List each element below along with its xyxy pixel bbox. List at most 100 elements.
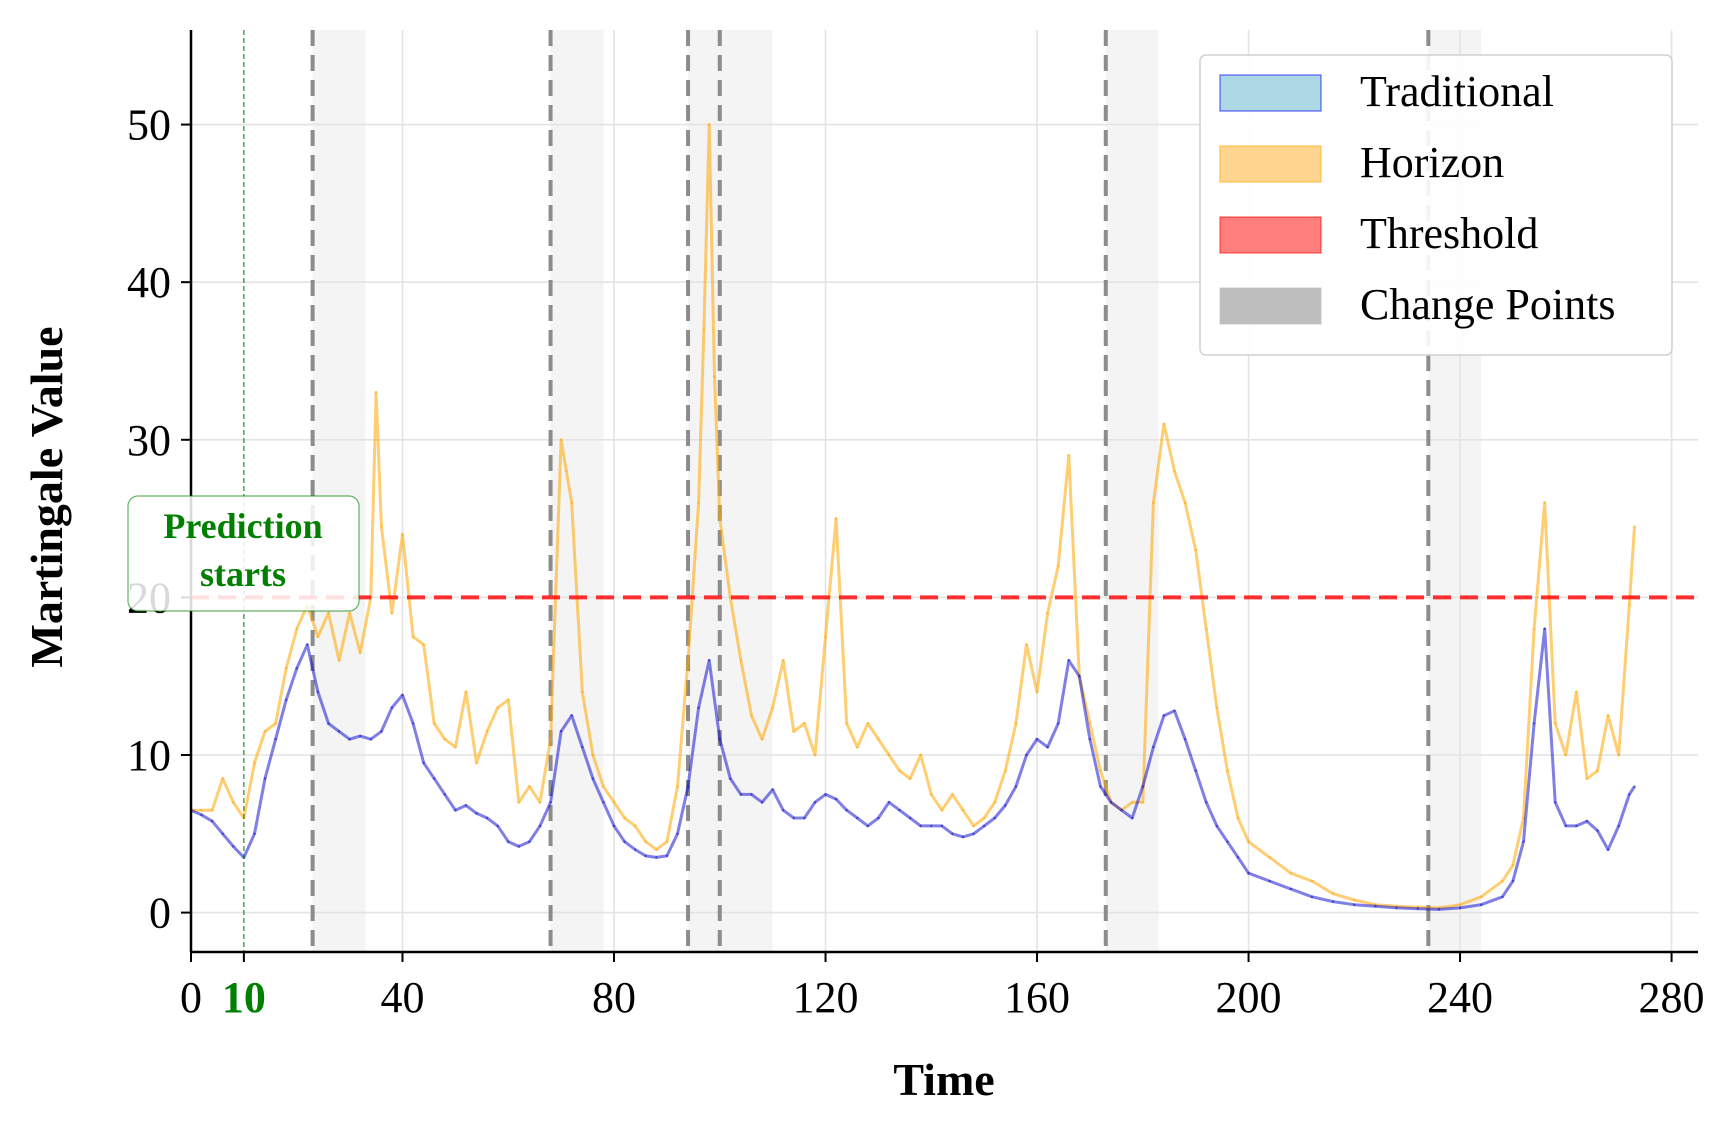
data-point — [1131, 801, 1134, 804]
legend-frame — [1199, 54, 1673, 356]
data-point — [824, 793, 827, 796]
data-point — [972, 824, 975, 828]
data-point — [982, 824, 986, 828]
data-point — [655, 848, 658, 851]
data-point — [401, 533, 404, 536]
data-point — [1014, 722, 1018, 725]
data-point — [707, 659, 711, 662]
x-tick-label-200: 200 — [1216, 973, 1282, 1022]
data-point — [411, 635, 415, 638]
y-tick-label-30: 30 — [127, 416, 171, 465]
data-point — [538, 801, 542, 804]
data-point — [390, 706, 394, 709]
data-point — [1025, 753, 1028, 757]
data-point — [401, 693, 404, 697]
data-point — [972, 832, 975, 835]
legend-swatch-0 — [1219, 74, 1322, 112]
data-point — [200, 813, 203, 817]
data-point — [803, 816, 806, 820]
prediction-annotation-text: Prediction starts — [163, 506, 322, 594]
data-point — [1046, 745, 1049, 749]
data-point — [1458, 903, 1462, 906]
data-point — [866, 824, 870, 828]
data-point — [348, 611, 351, 615]
data-point — [813, 753, 817, 757]
data-point — [274, 722, 277, 725]
data-point — [1543, 627, 1546, 631]
data-point — [1173, 470, 1176, 473]
data-point — [496, 824, 499, 828]
data-point — [623, 816, 626, 820]
data-point — [739, 793, 743, 796]
data-point — [993, 816, 996, 820]
axes — [189, 30, 1698, 954]
data-point — [898, 769, 901, 772]
data-point — [1633, 785, 1636, 788]
data-point — [507, 698, 510, 702]
data-point — [1522, 840, 1525, 843]
data-point — [200, 808, 203, 812]
data-point — [1617, 753, 1620, 757]
data-point — [549, 738, 552, 741]
data-point — [1247, 871, 1250, 875]
y-tick-label-50: 50 — [127, 101, 171, 150]
data-point — [1205, 801, 1208, 804]
data-point — [1543, 501, 1546, 505]
data-point — [1056, 722, 1060, 725]
data-point — [887, 801, 891, 804]
data-point — [1162, 714, 1166, 717]
data-point — [422, 643, 425, 646]
data-point — [1078, 674, 1081, 678]
data-point — [1194, 548, 1197, 552]
data-point — [834, 797, 838, 801]
data-point — [306, 643, 309, 646]
data-point — [337, 659, 341, 662]
data-point — [1585, 777, 1589, 780]
data-point — [549, 801, 552, 804]
data-point — [581, 745, 584, 749]
legend-swatch-3 — [1219, 287, 1322, 325]
legend-label-1: Horizon — [1360, 138, 1504, 187]
data-point — [602, 785, 605, 788]
data-point — [284, 698, 288, 702]
data-point — [528, 785, 531, 788]
data-point — [1099, 769, 1102, 772]
data-point — [930, 793, 933, 796]
data-point — [1056, 564, 1060, 568]
x-tick-label-prediction: 10 — [222, 973, 266, 1022]
data-point — [1067, 454, 1070, 457]
data-point — [295, 667, 298, 670]
data-point — [1183, 738, 1187, 741]
data-point — [665, 840, 669, 843]
data-point — [1035, 738, 1039, 741]
x-tick-label-280: 280 — [1639, 973, 1705, 1022]
prediction-start-annotation: Prediction starts — [127, 495, 360, 612]
data-point — [327, 722, 330, 725]
data-point — [697, 501, 700, 505]
data-point — [919, 753, 922, 757]
data-point — [253, 761, 256, 765]
data-point — [1480, 895, 1483, 899]
data-point — [263, 777, 267, 780]
data-point — [655, 856, 658, 859]
data-point — [1141, 801, 1144, 804]
data-point — [316, 635, 320, 638]
data-point — [697, 706, 700, 709]
data-point — [1480, 903, 1483, 906]
data-point — [210, 808, 214, 812]
data-point — [380, 525, 383, 528]
data-point — [750, 714, 753, 717]
data-point — [1532, 722, 1536, 725]
data-point — [1236, 816, 1240, 820]
legend: Traditional Horizon Threshold Change Points — [1199, 54, 1673, 356]
data-point — [824, 635, 827, 638]
data-point — [760, 738, 764, 741]
data-point — [1606, 848, 1610, 851]
data-point — [359, 651, 362, 654]
data-point — [961, 808, 965, 812]
data-point — [845, 808, 848, 812]
data-point — [1109, 801, 1113, 804]
legend-label-2: Threshold — [1360, 209, 1538, 258]
data-point — [1088, 738, 1092, 741]
